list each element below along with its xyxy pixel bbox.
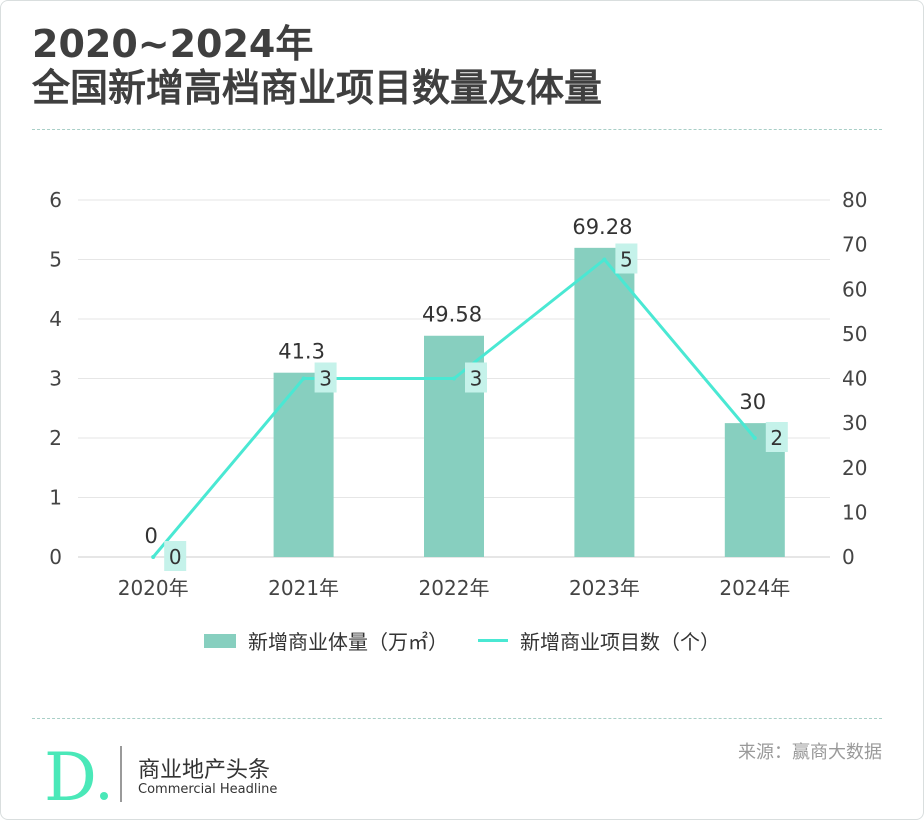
line-label-bg xyxy=(615,243,638,274)
line-value-label: 2 xyxy=(770,426,783,450)
y-left-tick-label: 5 xyxy=(49,248,62,272)
legend-line-label: 新增商业项目数（个） xyxy=(520,630,720,654)
brand-name-en: Commercial Headline xyxy=(138,782,278,797)
bar xyxy=(574,247,635,557)
y-right-tick-label: 50 xyxy=(842,322,867,346)
line-label-bg xyxy=(164,541,187,571)
bar-value-label: 30 xyxy=(739,390,766,414)
line-value-label: 5 xyxy=(620,248,633,272)
line-point xyxy=(301,376,306,381)
brand-logo-letter: D xyxy=(44,742,97,806)
brand-name-cn: 商业地产头条 xyxy=(138,758,271,783)
y-right-tick-label: 60 xyxy=(842,277,867,301)
top-divider xyxy=(32,129,882,130)
y-left-tick-label: 1 xyxy=(49,486,62,510)
brand-separator xyxy=(120,746,122,802)
bar-value-label: 49.58 xyxy=(422,303,482,327)
legend-bar-label: 新增商业体量（万㎡） xyxy=(248,630,448,654)
line-value-label: 3 xyxy=(470,367,483,391)
legend-line-swatch xyxy=(478,639,508,642)
line-value-label: 0 xyxy=(169,545,182,569)
line-label-bg xyxy=(765,422,788,452)
chart-title: 2020~2024年 全国新增高档商业项目数量及体量 xyxy=(32,22,602,110)
bottom-divider xyxy=(32,718,882,719)
legend-item-bar: 新增商业体量（万㎡） xyxy=(204,626,448,655)
y-right-tick-label: 40 xyxy=(842,367,867,391)
combo-chart: 012345601020304050607080041.349.5869.283… xyxy=(49,188,867,600)
chart-title-line2: 全国新增高档商业项目数量及体量 xyxy=(32,66,603,110)
y-right-tick-label: 80 xyxy=(842,188,867,212)
bar-value-label: 69.28 xyxy=(572,215,632,239)
y-right-tick-label: 70 xyxy=(842,233,867,257)
brand-logo-icon: D xyxy=(44,742,108,806)
y-right-tick-label: 10 xyxy=(842,500,867,524)
bar xyxy=(273,372,334,557)
bar-value-label: 0 xyxy=(145,524,158,548)
legend-item-line: 新增商业项目数（个） xyxy=(478,626,720,655)
y-right-tick-label: 0 xyxy=(842,545,855,569)
line-point xyxy=(752,436,757,440)
y-right-tick-label: 30 xyxy=(842,411,867,435)
y-left-tick-label: 3 xyxy=(49,367,62,391)
y-left-tick-label: 6 xyxy=(49,188,62,212)
line-point xyxy=(151,555,156,559)
x-tick-label: 2024年 xyxy=(719,576,790,600)
line-label-bg xyxy=(314,362,337,393)
bar-value-label: 41.3 xyxy=(278,340,325,364)
line-point xyxy=(602,257,607,262)
legend-bar-swatch xyxy=(204,633,236,648)
legend: 新增商业体量（万㎡） 新增商业项目数（个） xyxy=(0,626,924,655)
source-note: 来源：赢商大数据 xyxy=(738,742,882,763)
x-tick-label: 2023年 xyxy=(569,576,640,600)
chart-title-line1: 2020~2024年 xyxy=(32,22,314,66)
y-left-tick-label: 4 xyxy=(49,307,62,331)
y-left-tick-label: 0 xyxy=(49,545,62,569)
y-left-tick-label: 2 xyxy=(49,426,62,450)
line-point xyxy=(452,376,456,381)
line-label-bg xyxy=(465,362,487,393)
line-value-label: 3 xyxy=(319,367,332,391)
x-tick-label: 2022年 xyxy=(419,576,490,600)
x-tick-label: 2021年 xyxy=(268,576,339,600)
x-tick-label: 2020年 xyxy=(118,576,189,600)
y-right-tick-label: 20 xyxy=(842,456,867,480)
